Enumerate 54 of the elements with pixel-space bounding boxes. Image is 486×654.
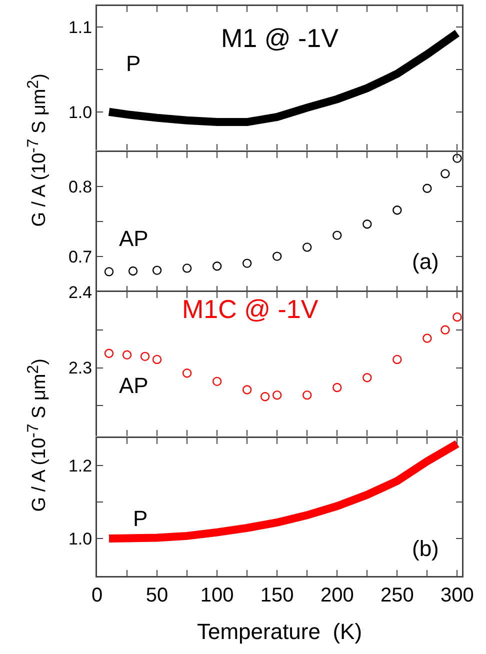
point (212, 262, 222, 271)
x-tick-label: 250 (380, 584, 414, 606)
point (452, 312, 462, 322)
y-tick-label: 2.4 (68, 282, 92, 302)
y-tick-label: 2.3 (68, 358, 92, 378)
point (212, 376, 222, 386)
text: M1 @ -1V (221, 23, 340, 53)
point (392, 206, 402, 215)
point (332, 382, 342, 392)
point (440, 325, 450, 334)
point (362, 220, 372, 229)
annotation: AP (119, 373, 148, 398)
point (302, 242, 312, 252)
point (362, 373, 372, 382)
annotation: AP (119, 226, 148, 251)
x-tick-label: 150 (260, 584, 294, 606)
x-tick-label: 0 (91, 584, 103, 606)
annotation: P (133, 506, 148, 531)
point (332, 230, 342, 240)
y-tick-label: 1.2 (68, 456, 92, 476)
point (182, 368, 192, 378)
point (242, 385, 252, 394)
y-tick-label: 1.0 (68, 102, 92, 122)
x-tick-label: 50 (146, 584, 168, 606)
x-tick-label: 100 (200, 584, 234, 606)
point (140, 352, 150, 362)
point (452, 154, 462, 163)
y-tick-label: 0.7 (68, 247, 92, 266)
point (422, 184, 432, 193)
point (122, 350, 132, 360)
point (152, 266, 162, 275)
y-tick-label: 0.8 (68, 177, 92, 196)
x-tick-label: 200 (320, 584, 354, 606)
annotation: (b) (412, 536, 439, 561)
point (104, 267, 114, 276)
point (152, 354, 162, 364)
annotation: P (126, 51, 141, 76)
annotation: (a) (412, 249, 439, 274)
point (182, 264, 192, 273)
x-tick-label: 300 (440, 584, 474, 606)
point (302, 390, 312, 400)
point (272, 390, 282, 400)
point (128, 266, 138, 276)
x-axis-title: Temperature (K) (196, 619, 362, 644)
point (242, 258, 252, 268)
point (392, 354, 402, 364)
point (260, 392, 270, 402)
y-tick-label: 1.1 (68, 18, 92, 38)
point (440, 169, 450, 178)
chart-title: M1C @ -1V (182, 294, 319, 324)
point (104, 348, 114, 358)
point (422, 334, 432, 343)
y-tick-label: 1.0 (68, 529, 92, 548)
point (272, 252, 282, 261)
